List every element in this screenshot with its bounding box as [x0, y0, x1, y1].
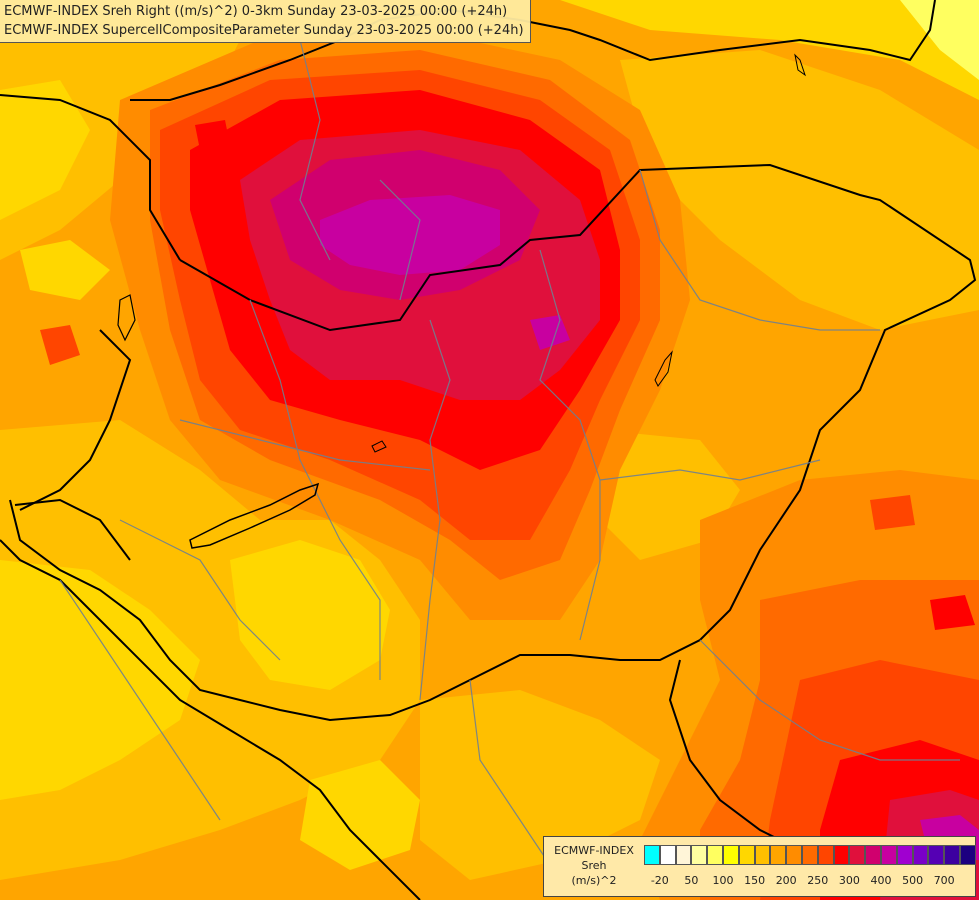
legend-swatch: [722, 845, 739, 865]
northeast-gold-zone: [620, 50, 979, 330]
southwest-yellow-zone: [0, 560, 200, 800]
legend-swatch: [786, 845, 802, 865]
legend-swatch: [817, 845, 834, 865]
legend-color-bar: [644, 845, 976, 865]
legend-labels: -20 50 100 150 200 250 300 400 500 700: [644, 874, 974, 890]
legend-label: 150: [744, 874, 766, 887]
west-austria-hungary: [19, 329, 132, 511]
croatia-border: [0, 539, 421, 900]
legend-swatch: [675, 845, 692, 865]
east-red-spot: [870, 495, 915, 530]
southwest-yellow-zone-2: [230, 540, 390, 690]
legend-swatch: [707, 845, 723, 865]
legend-swatch: [912, 845, 929, 865]
legend-label: 700: [933, 874, 955, 887]
legend-swatch: [659, 845, 676, 865]
legend-swatch: [833, 845, 850, 865]
small-lake-2: [654, 350, 673, 387]
austria-border: [0, 94, 181, 261]
map-title-box: ECMWF-INDEX Sreh Right ((m/s)^2) 0-3km S…: [0, 0, 531, 43]
secondary-magenta-spot: [530, 315, 570, 350]
legend-title-line-2: Sreh: [581, 859, 607, 872]
legend-swatch: [738, 845, 755, 865]
west-red-spot: [40, 325, 80, 365]
north-yellow-strip: [560, 0, 979, 100]
northeast-yellow-corner: [900, 0, 979, 80]
west-yellow-zone: [0, 80, 90, 220]
legend-label: 200: [775, 874, 797, 887]
legend-label: 500: [902, 874, 924, 887]
legend-label: 400: [870, 874, 892, 887]
legend-swatch: [754, 845, 771, 865]
legend-swatch: [801, 845, 818, 865]
legend-swatch: [691, 845, 708, 865]
legend-swatch: [849, 845, 866, 865]
slovenia-border: [14, 498, 131, 561]
small-lake-1: [371, 440, 387, 453]
legend-swatch: [644, 845, 660, 865]
northwest-red-spot: [195, 120, 230, 150]
title-line-1: ECMWF-INDEX Sreh Right ((m/s)^2) 0-3km S…: [4, 4, 508, 19]
legend-label: 250: [807, 874, 829, 887]
west-yellow-zone-2: [20, 240, 110, 300]
legend-label: 300: [838, 874, 860, 887]
legend-label: 100: [712, 874, 734, 887]
east-red-spot-2: [930, 595, 975, 630]
legend-swatch: [770, 845, 787, 865]
title-line-2: ECMWF-INDEX SupercellCompositeParameter …: [4, 23, 524, 38]
central-purple-core: [320, 195, 500, 275]
regional-borders: [59, 39, 960, 881]
southwest-yellow-zone-3: [300, 760, 420, 870]
slovakia-north-border: [130, 0, 936, 101]
legend-swatch: [944, 845, 960, 865]
legend-swatch: [959, 845, 976, 865]
legend-swatch: [865, 845, 881, 865]
legend-title-line-1: ECMWF-INDEX: [554, 844, 634, 857]
small-lake-3: [794, 53, 806, 77]
legend-swatch: [928, 845, 945, 865]
south-gold-zone: [420, 690, 660, 880]
lake-balaton: [189, 482, 320, 549]
lake-neusiedl: [117, 294, 136, 342]
legend-label: 50: [684, 874, 699, 887]
color-legend: ECMWF-INDEX Sreh (m/s)^2 -20 50 100 150 200 2…: [543, 836, 976, 897]
legend-title: ECMWF-INDEX Sreh (m/s)^2: [546, 843, 642, 888]
hungary-border: [9, 163, 977, 722]
legend-swatch: [896, 845, 913, 865]
legend-title-line-3: (m/s)^2: [571, 874, 617, 887]
legend-swatch: [880, 845, 897, 865]
legend-label: -20: [650, 874, 669, 887]
